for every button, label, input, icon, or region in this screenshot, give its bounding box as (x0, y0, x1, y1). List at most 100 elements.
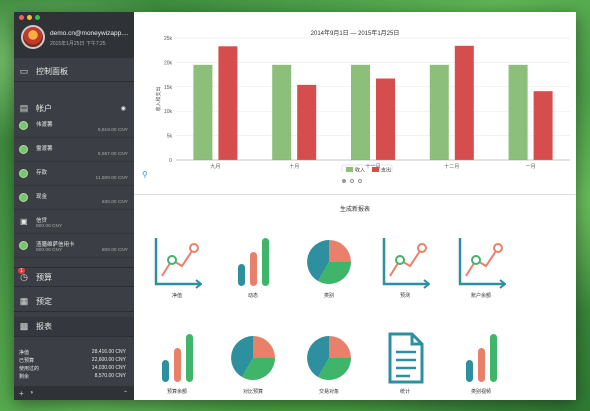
report-tile[interactable]: 类别视频 (446, 330, 516, 395)
toggle-icon[interactable]: ◑ (29, 390, 34, 396)
legend-label: 收入 (355, 167, 365, 173)
report-tile-label: 净值 (171, 293, 182, 299)
summary-row: 净值 28,416.00 CNY (19, 349, 126, 356)
clock-icon: ◷ (20, 271, 28, 282)
report-tile[interactable]: 动态 (218, 234, 288, 299)
account-item[interactable]: ▣ 信贷 800.00 CNY (14, 212, 134, 234)
legend-swatch (372, 167, 379, 172)
report-tile[interactable]: 统计 (370, 330, 440, 395)
page-dot[interactable] (358, 179, 362, 183)
sidebar-item-label: 预算 (36, 272, 52, 282)
add-icon[interactable]: + (19, 388, 24, 398)
report-tile-label: 动态 (247, 293, 258, 299)
minimize-button[interactable] (27, 15, 32, 20)
window-controls (19, 15, 40, 20)
report-tile[interactable]: 类别 (294, 234, 364, 299)
gallery-title: 生成新报表 (339, 207, 370, 213)
eye-icon[interactable]: ◉ (120, 105, 126, 112)
avatar[interactable] (21, 25, 45, 49)
report-tile[interactable]: 预算余额 (142, 330, 212, 395)
account-name: 霊渡薯 (36, 146, 53, 152)
divider (134, 194, 576, 195)
report-tile-label: 账户余额 (470, 293, 491, 299)
main-content: 2014年9月1日 — 2015年1月25日 0 5k 10k 15k 20k 25k 收入… (134, 12, 576, 400)
report-tile[interactable]: 预测 (370, 234, 440, 299)
summary-panel: 净值 28,416.00 CNY 已预算 22,600.00 CNY 使用过的 14,… (14, 348, 134, 380)
account-item[interactable]: 现金 630.00 CNY (14, 188, 134, 210)
budget-badge: 1 (18, 267, 25, 274)
sidebar-item-accounts[interactable]: ▤ 帐户 ◉ (14, 98, 134, 118)
account-sub: 800.00 CNY (36, 248, 63, 253)
report-tile[interactable]: 净值 (142, 234, 212, 299)
y-tick-label: 5k (167, 134, 173, 140)
page-dot[interactable] (350, 179, 354, 183)
bar (351, 64, 370, 160)
bar (429, 64, 449, 160)
y-tick-label: 0 (169, 158, 172, 164)
sidebar-item-label: 控制面板 (36, 67, 68, 76)
bar (376, 78, 395, 160)
account-sub: 800.00 CNY (36, 224, 63, 229)
monitor-icon: ▭ (19, 66, 29, 76)
sidebar-item-label: 帐户 (36, 103, 52, 113)
report-tile-label: 统计 (399, 389, 410, 395)
report-tile[interactable]: 对比预算 (218, 330, 288, 395)
bar-chart-icon (446, 330, 516, 386)
page-dot[interactable] (342, 179, 346, 183)
account-item[interactable]: 伟渡薯 9,919.00 CNY (14, 116, 134, 138)
calendar-icon: ▦ (19, 296, 29, 306)
y-tick-label: 15k (164, 85, 173, 91)
line-chart-icon (446, 234, 516, 290)
bar (297, 84, 317, 160)
x-tick-label: 一月 (526, 164, 536, 170)
sidebar-item-dashboard[interactable]: ▭ 控制面板 (14, 62, 134, 82)
profile-time: 2015年1月25日 下午7:25 (50, 41, 106, 47)
account-item[interactable]: 存款 11,500.00 CNY (14, 164, 134, 186)
bar (508, 64, 528, 160)
profile-header[interactable]: demo.cn@moneywizapp.... 2015年1月25日 下午7:2… (14, 12, 134, 58)
report-tile-label: 类别视频 (470, 389, 491, 395)
y-tick-label: 10k (164, 109, 173, 115)
report-tile[interactable]: 账户余额 (446, 234, 516, 299)
x-tick-label: 十一月 (365, 163, 380, 170)
summary-row: 使用过的 14,030.00 CNY (19, 365, 126, 372)
line-chart-icon (370, 234, 440, 290)
sidebar-footer: + ◑ ⌃ (14, 386, 134, 400)
close-button[interactable] (19, 15, 24, 20)
chevron-up-icon[interactable]: ⌃ (122, 390, 128, 397)
reports-icon: ▩ (19, 321, 29, 331)
report-tile-label: 类别 (323, 293, 334, 299)
account-name: 现金 (36, 194, 48, 200)
profile-email: demo.cn@moneywizapp.... (50, 30, 129, 37)
search-icon[interactable]: ⚲ (142, 170, 148, 179)
line-chart-icon (142, 234, 212, 290)
account-balance: 630.00 CNY (101, 200, 128, 205)
y-tick-label: 20k (164, 60, 173, 66)
bar (454, 45, 474, 160)
card-icon: ▤ (19, 102, 29, 113)
bar (218, 46, 238, 160)
report-tile[interactable]: 交易对象 (294, 330, 364, 395)
account-icon (19, 121, 28, 130)
bar (533, 91, 553, 160)
sidebar-item-budget[interactable]: ◷ 预算 (14, 267, 134, 287)
report-tile-label: 对比预算 (242, 389, 263, 395)
sidebar-item-scheduled[interactable]: ▦ 预定 (14, 292, 134, 312)
legend-box (341, 164, 393, 172)
account-name: 渣膳维萨信用卡 (36, 242, 75, 248)
sidebar-item-reports[interactable]: ▩ 报表 (14, 317, 134, 337)
y-axis-label: 收入和支出 (155, 86, 162, 111)
account-item[interactable]: 霊渡薯 5,567.00 CNY (14, 140, 134, 162)
account-name: 存款 (36, 170, 48, 176)
report-tile-label: 预测 (399, 293, 410, 299)
page-dots (342, 179, 362, 183)
zoom-button[interactable] (35, 15, 40, 20)
legend-label: 支出 (381, 167, 391, 173)
account-name: 伟渡薯 (36, 122, 53, 128)
account-item[interactable]: 渣膳维萨信用卡 800.00 CNY 800.00 CNY (14, 236, 134, 258)
account-icon (19, 169, 28, 178)
account-balance: 800.00 CNY (101, 248, 128, 253)
summary-row: 剩余 8,570.00 CNY (19, 373, 126, 380)
bar (272, 64, 292, 160)
